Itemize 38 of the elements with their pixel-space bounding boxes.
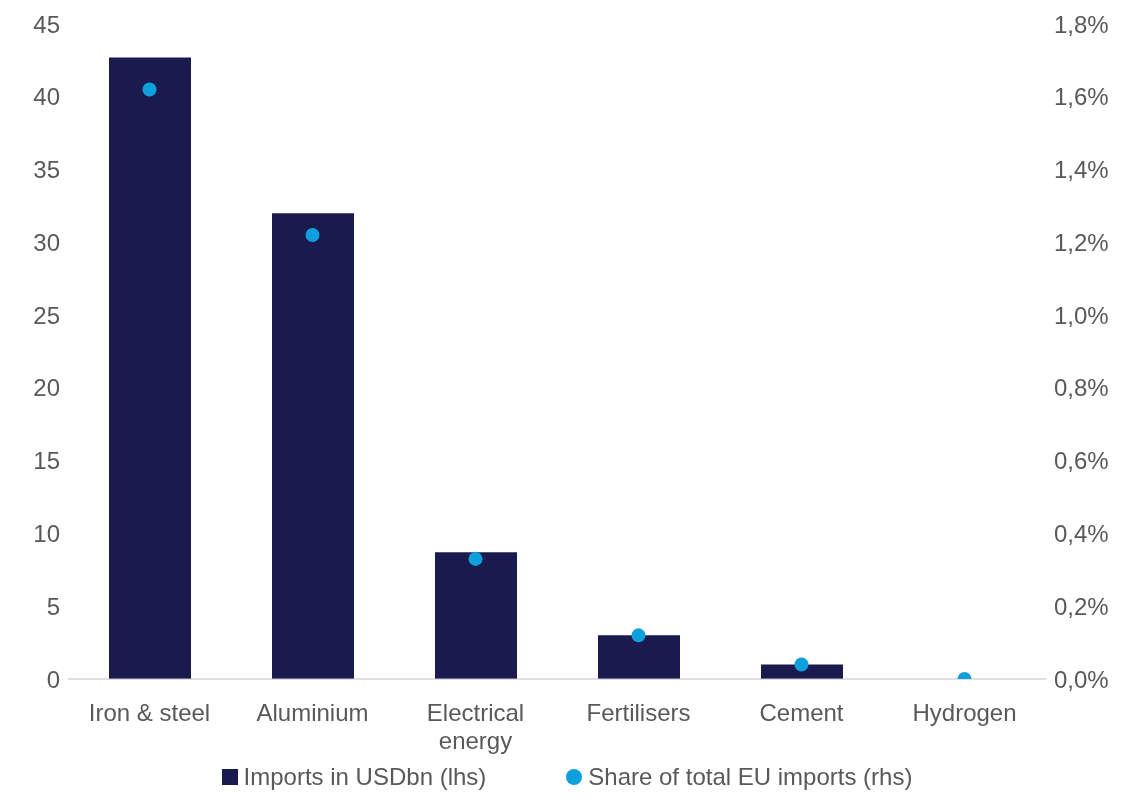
bar xyxy=(272,213,354,679)
x-tick-label: Hydrogen xyxy=(912,698,1017,726)
y-tick-label: 40 xyxy=(33,83,60,111)
y-tick-label: 0 xyxy=(46,665,60,693)
legend-label: Share of total EU imports (rhs) xyxy=(588,763,913,791)
x-tick-label: Aluminium xyxy=(256,698,369,726)
y2-tick-label: 1,0% xyxy=(1054,301,1109,329)
x-tick-label: Electrical energy xyxy=(426,698,525,755)
bar xyxy=(109,57,191,679)
y2-tick-label: 1,6% xyxy=(1054,83,1109,111)
y-tick-label: 20 xyxy=(33,374,60,402)
y2-tick-label: 0,6% xyxy=(1054,447,1109,475)
y-tick-label: 15 xyxy=(33,447,60,475)
bar xyxy=(761,664,843,679)
point xyxy=(305,228,320,243)
x-tick-label: Fertilisers xyxy=(586,698,691,726)
x-tick-label: Iron & steel xyxy=(88,698,211,726)
y2-tick-label: 1,4% xyxy=(1054,156,1109,184)
y2-tick-label: 0,0% xyxy=(1054,665,1109,693)
y2-tick-label: 1,8% xyxy=(1054,10,1109,38)
y2-tick-label: 1,2% xyxy=(1054,228,1109,256)
point xyxy=(468,551,483,566)
y-tick-label: 45 xyxy=(33,10,60,38)
bar xyxy=(598,635,680,679)
bar xyxy=(435,552,517,679)
y-tick-label: 25 xyxy=(33,301,60,329)
y-tick-label: 10 xyxy=(33,519,60,547)
y-tick-label: 30 xyxy=(33,228,60,256)
y2-tick-label: 0,4% xyxy=(1054,519,1109,547)
y-tick-label: 35 xyxy=(33,156,60,184)
legend-label: Imports in USDbn (lhs) xyxy=(243,763,487,791)
point xyxy=(794,657,809,672)
y2-tick-label: 0,2% xyxy=(1054,592,1109,620)
x-tick-label: Cement xyxy=(759,698,844,726)
y-tick-label: 5 xyxy=(46,592,60,620)
point xyxy=(142,82,157,97)
point xyxy=(631,628,646,643)
y2-tick-label: 0,8% xyxy=(1054,374,1109,402)
